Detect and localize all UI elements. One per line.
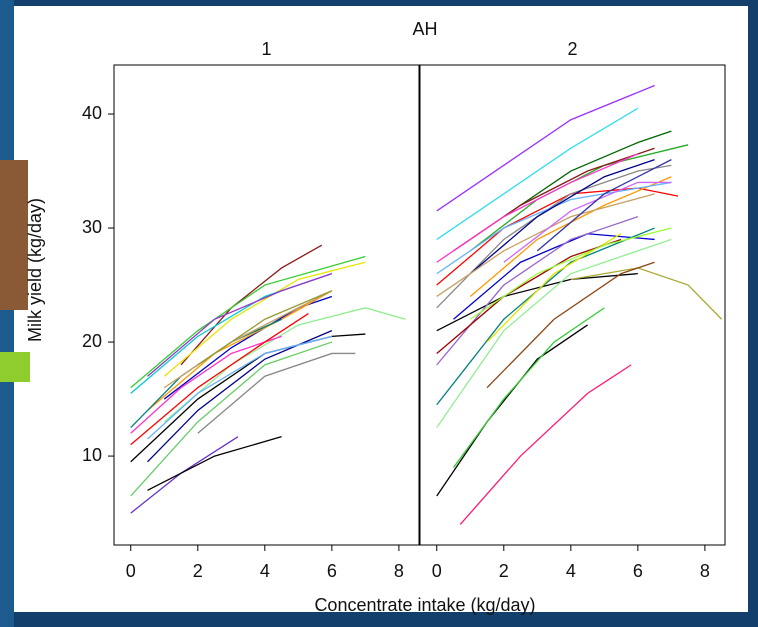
series-line xyxy=(436,193,655,297)
series-line xyxy=(163,261,366,377)
series-line xyxy=(469,159,655,275)
x-tick-label: 4 xyxy=(566,561,576,581)
series-line xyxy=(469,227,672,320)
series-line xyxy=(436,238,622,354)
series-line xyxy=(453,233,655,320)
y-tick-label: 40 xyxy=(82,103,102,123)
series-line xyxy=(503,181,672,263)
x-tick-label: 8 xyxy=(394,561,404,581)
series-line xyxy=(130,313,309,446)
series-line xyxy=(147,436,282,491)
panel-frame xyxy=(419,64,726,546)
x-tick-label: 6 xyxy=(327,561,337,581)
series-line xyxy=(163,290,333,389)
x-tick-label: 8 xyxy=(700,561,710,581)
series-line xyxy=(147,290,333,411)
series-line xyxy=(130,341,333,497)
series-line xyxy=(486,261,655,389)
series-line xyxy=(180,244,323,366)
panel-title: 2 xyxy=(567,39,577,59)
series-line xyxy=(130,335,282,434)
y-tick-label: 20 xyxy=(82,331,102,351)
series-line xyxy=(436,153,639,263)
series-line xyxy=(436,272,638,332)
series-line xyxy=(130,255,366,389)
series-line xyxy=(452,307,605,468)
panel-title: 1 xyxy=(261,39,271,59)
series-line xyxy=(147,273,333,377)
y-axis-label: Milk yield (kg/day) xyxy=(25,198,45,342)
chart-title: AH xyxy=(412,19,437,39)
left-photo xyxy=(0,160,28,310)
plot-canvas xyxy=(14,6,748,612)
series-line xyxy=(536,159,672,252)
series-line xyxy=(570,267,723,320)
series-line xyxy=(163,307,406,423)
x-tick-label: 6 xyxy=(633,561,643,581)
series-line xyxy=(436,107,639,240)
left-edge xyxy=(0,0,14,627)
series-line xyxy=(459,364,632,525)
x-tick-label: 0 xyxy=(126,561,136,581)
x-tick-label: 0 xyxy=(432,561,442,581)
y-tick-label: 30 xyxy=(82,217,102,237)
left-block xyxy=(0,352,30,382)
x-tick-label: 2 xyxy=(499,561,509,581)
series-line xyxy=(436,164,672,309)
series-line xyxy=(197,290,333,366)
series-line xyxy=(436,238,672,428)
panel-frame xyxy=(113,64,420,546)
x-tick-label: 4 xyxy=(260,561,270,581)
series-line xyxy=(147,335,333,440)
x-axis-label: Concentrate intake (kg/day) xyxy=(314,595,535,615)
series-line xyxy=(503,130,672,218)
series-line xyxy=(436,84,655,212)
series-line xyxy=(436,181,672,275)
x-tick-label: 2 xyxy=(193,561,203,581)
series-line xyxy=(197,352,356,434)
y-tick-label: 10 xyxy=(82,445,102,465)
